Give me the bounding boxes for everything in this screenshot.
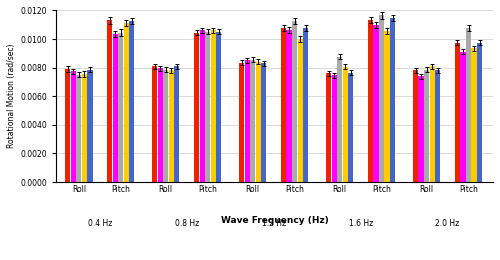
Bar [163,70,168,182]
Y-axis label: Rotational Motion (rad/sec): Rotational Motion (rad/sec) [7,44,16,148]
Bar [368,20,373,182]
Bar [76,75,82,182]
Text: 2.0 Hz: 2.0 Hz [436,219,460,228]
Bar [374,25,378,182]
Bar [298,39,303,182]
Bar [124,23,129,182]
Bar [337,57,342,182]
Bar [256,62,261,182]
Bar [107,21,112,182]
Bar [244,61,250,182]
Bar [168,70,174,182]
Bar [250,60,256,182]
Bar [342,67,348,182]
Bar [82,74,87,182]
Bar [466,28,471,182]
Text: 0.8 Hz: 0.8 Hz [174,219,199,228]
Bar [210,30,216,182]
Text: 1.2 Hz: 1.2 Hz [262,219,285,228]
Bar [118,32,124,182]
Bar [129,21,134,182]
Bar [216,32,222,182]
Bar [303,28,308,182]
Bar [477,43,482,182]
Bar [205,32,210,182]
Bar [286,30,292,182]
Bar [332,75,337,182]
Bar [239,63,244,182]
Bar [70,71,76,182]
Bar [384,31,390,182]
Bar [152,66,158,182]
Bar [430,66,435,182]
Bar [326,73,332,182]
Bar [65,69,70,182]
Bar [435,70,440,182]
Bar [424,70,430,182]
Bar [174,66,180,182]
Bar [261,63,266,182]
Bar [112,34,118,182]
Bar [460,52,466,182]
Bar [472,48,476,182]
Text: 1.6 Hz: 1.6 Hz [348,219,373,228]
Bar [158,68,163,182]
Bar [348,73,354,182]
Bar [379,15,384,182]
Text: 0.4 Hz: 0.4 Hz [88,219,112,228]
Bar [413,70,418,182]
Bar [281,28,286,182]
Bar [200,30,205,182]
Bar [194,32,199,182]
Bar [292,21,298,182]
Bar [88,70,92,182]
Bar [455,43,460,182]
Bar [390,18,396,182]
X-axis label: Wave Frequency (Hz): Wave Frequency (Hz) [220,216,328,225]
Bar [418,76,424,182]
